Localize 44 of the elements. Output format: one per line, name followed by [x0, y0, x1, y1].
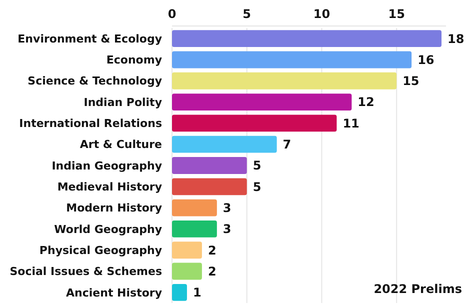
x-tick-label: 15 [388, 7, 405, 21]
y-tick-label: Art & Culture [80, 138, 162, 152]
bar [172, 51, 412, 68]
bar [172, 72, 397, 90]
bar [172, 30, 442, 48]
bar [172, 157, 247, 174]
data-label: 11 [342, 116, 360, 130]
y-tick-label: Indian Polity [84, 96, 162, 109]
data-label: 2 [208, 264, 216, 278]
bar [172, 94, 352, 110]
y-tick-label: Indian Geography [52, 159, 162, 172]
data-label: 16 [418, 52, 434, 67]
y-tick-label: Social Issues & Schemes [10, 265, 162, 278]
bar [172, 284, 187, 301]
data-label: 1 [192, 286, 202, 300]
data-label: 15 [402, 74, 420, 88]
data-label: 3 [222, 222, 232, 236]
data-label: 7 [282, 138, 292, 152]
bar [172, 262, 202, 280]
data-label: 2 [208, 243, 216, 258]
y-tick-label: Physical Geography [39, 244, 162, 257]
bar [172, 114, 337, 132]
data-label: 3 [222, 201, 232, 216]
y-tick-label: Environment & Ecology [18, 32, 162, 46]
bar [172, 220, 217, 238]
x-tick-label: 0 [168, 7, 176, 21]
x-tick-label: 5 [242, 7, 252, 21]
bar [172, 242, 202, 259]
data-label: 12 [358, 95, 374, 110]
data-label: 18 [448, 32, 464, 46]
y-tick-label: Economy [106, 54, 162, 67]
y-tick-label: Ancient History [66, 286, 162, 300]
y-tick-label: International Relations [19, 117, 162, 130]
annotation: 2022 Prelims [374, 282, 462, 296]
bar [172, 136, 277, 153]
data-label: 5 [252, 180, 262, 194]
y-tick-label: World Geography [54, 222, 162, 236]
y-tick-label: Modern History [66, 202, 162, 215]
y-tick-label: Medieval History [57, 180, 162, 194]
bar [172, 199, 217, 216]
x-tick-label: 10 [313, 7, 330, 21]
bar [172, 178, 247, 196]
data-label: 5 [252, 158, 262, 173]
y-tick-label: Science & Technology [28, 74, 162, 88]
